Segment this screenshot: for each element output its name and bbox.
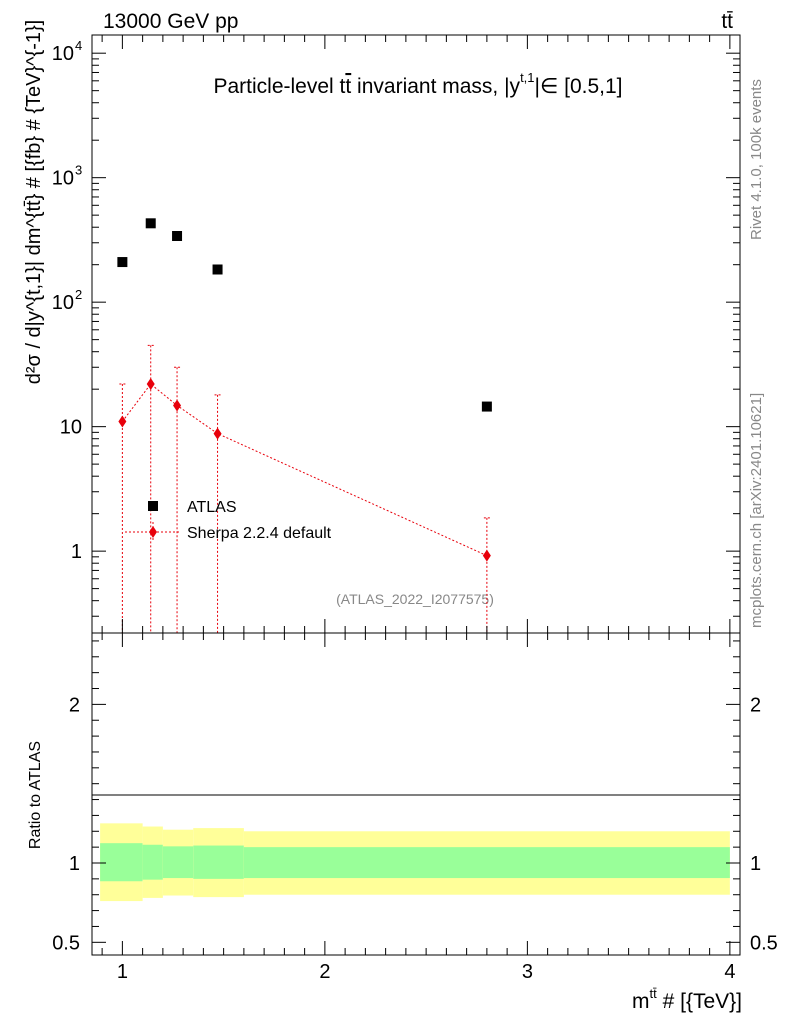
- sherpa-point: [213, 427, 222, 440]
- y-axis-label: d²σ / d|y^{t,1}| dm^{tt̄} # [{fb} # {TeV…: [23, 20, 45, 384]
- rivet-version-label: Rivet 4.1.0, 100k events: [748, 79, 765, 240]
- ratio-bands: [100, 823, 730, 902]
- sherpa-point: [482, 549, 491, 562]
- x-tick-label: 1: [117, 961, 128, 983]
- y-tick-label: 10: [60, 417, 82, 439]
- atlas-point: [172, 231, 183, 242]
- ratio-tick-label-left: 0.5: [52, 932, 80, 954]
- x-label-sup: tt̄: [650, 986, 658, 1001]
- analysis-tag: (ATLAS_2022_I2077575): [336, 591, 494, 607]
- x-tick-label: 3: [522, 961, 533, 983]
- x-tick-label: 2: [319, 961, 330, 983]
- x-label-rest: # [{TeV}]: [657, 990, 742, 1013]
- y-tick-label: 10: [52, 168, 74, 190]
- process-label: tt̄: [721, 10, 733, 33]
- ratio-tick-label-left: 1: [69, 853, 80, 875]
- ratio-y-axis-label: Ratio to ATLAS: [27, 741, 44, 849]
- atlas-point: [117, 257, 128, 268]
- ratio-green-band: [193, 845, 244, 879]
- atlas-point: [481, 401, 492, 412]
- y-tick-exponent: 2: [75, 287, 82, 302]
- x-axis-label: mtt̄ # [{TeV}]: [632, 986, 742, 1013]
- energy-label: 13000 GeV pp: [103, 10, 238, 33]
- ratio-plot-frame: [91, 632, 741, 956]
- sherpa-point: [118, 415, 127, 428]
- legend-sherpa-marker: [149, 526, 157, 538]
- ratio-green-band: [142, 844, 163, 880]
- x-tick-label: 4: [724, 961, 735, 983]
- y-tick-exponent: 4: [75, 38, 82, 53]
- sherpa-point: [146, 378, 155, 391]
- legend-atlas-marker: [148, 501, 158, 511]
- title-pre: Particle-level t: [213, 75, 345, 98]
- title-post: |∈ [0.5,1]: [535, 75, 623, 98]
- y-tick-label: 10: [52, 292, 74, 314]
- ratio-green-band: [162, 846, 194, 879]
- ratio-tick-label-right: 2: [750, 694, 761, 716]
- y-tick-exponent: 3: [75, 163, 82, 178]
- title-sup: t,1: [520, 70, 534, 85]
- sherpa-series: [118, 344, 491, 633]
- atlas-point: [212, 264, 223, 275]
- atlas-point: [145, 218, 156, 229]
- atlas-series: [117, 218, 492, 412]
- legend-sherpa-label: Sherpa 2.2.4 default: [187, 525, 332, 542]
- main-plot-frame: [91, 34, 741, 634]
- x-label-base: m: [632, 990, 650, 1013]
- legend-atlas-label: ATLAS: [187, 499, 237, 516]
- y-tick-label: 10: [52, 43, 74, 65]
- ratio-tick-label-left: 2: [69, 694, 80, 716]
- legend: ATLAS Sherpa 2.2.4 default: [125, 499, 332, 542]
- mcplots-label: mcplots.cern.ch [arXiv:2401.10621]: [748, 393, 765, 628]
- y-tick-label: 1: [71, 541, 82, 563]
- title-tbar: t: [345, 75, 351, 98]
- ratio-green-band: [100, 843, 143, 882]
- ratio-tick-label-right: 0.5: [750, 932, 778, 954]
- ratio-green-band: [243, 847, 730, 879]
- plot-title: Particle-level tt invariant mass, |yt,1|…: [213, 70, 622, 98]
- sherpa-point: [173, 399, 182, 412]
- ratio-tick-label-right: 1: [750, 853, 761, 875]
- title-mid: invariant mass, |y: [351, 75, 520, 98]
